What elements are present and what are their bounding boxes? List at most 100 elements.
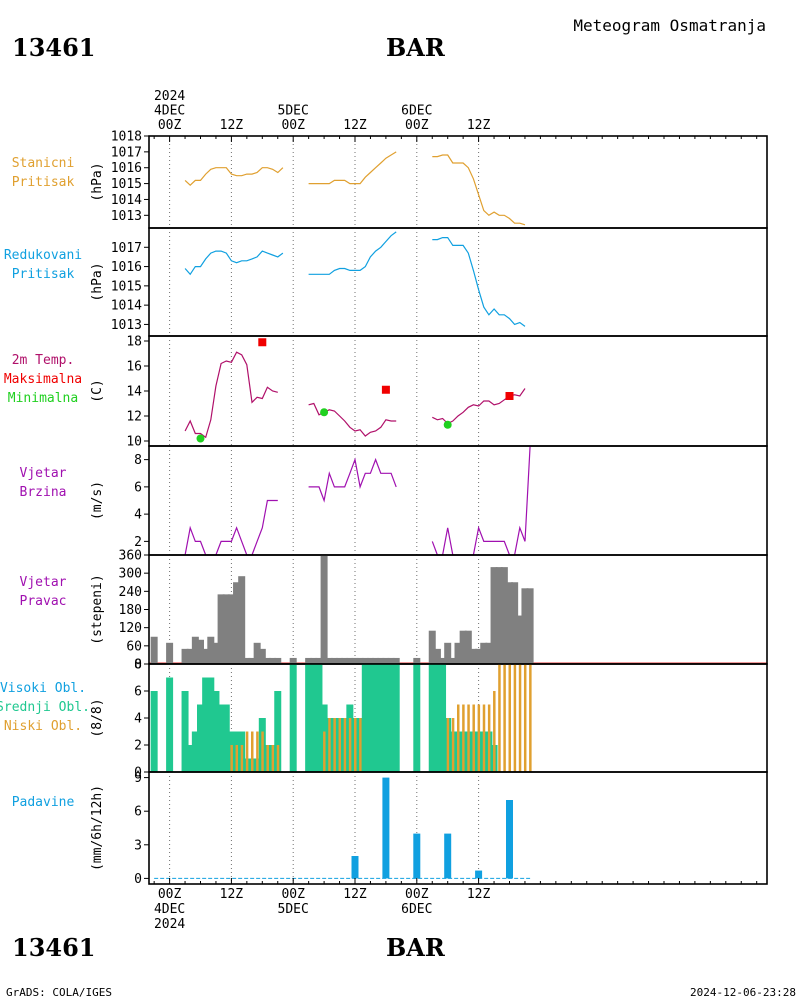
panel-unit-label: (stepeni)	[90, 574, 105, 644]
direction-bar	[320, 555, 328, 664]
cloud-high-bar	[181, 691, 189, 772]
y-tick-label: 1014	[111, 299, 142, 314]
cloud-high-bar	[366, 664, 374, 772]
direction-bar	[459, 630, 467, 664]
cloud-high-bar	[439, 664, 447, 772]
cloud-low-bar	[498, 664, 501, 772]
cloud-low-bar	[508, 664, 511, 772]
cloud-high-bar	[166, 677, 174, 772]
direction-bar	[243, 657, 251, 664]
y-tick-label: 1014	[111, 193, 142, 208]
direction-bar	[521, 588, 529, 664]
cloud-high-bar	[433, 664, 441, 772]
cloud-high-bar	[310, 664, 318, 772]
direction-bar	[366, 657, 374, 664]
cloud-high-bar	[413, 664, 421, 772]
cloud-high-bar	[150, 691, 158, 772]
station-name-top: BAR	[386, 33, 446, 62]
y-tick-label: 1017	[111, 145, 142, 160]
panel-unit-label: (mm/6h/12h)	[90, 785, 105, 871]
direction-bar	[361, 657, 369, 664]
panel-reduced-pressure: 1013 1014 1015 1016 1017 (hPa) Redukovani Priti…	[4, 227, 768, 337]
cloud-low-bar	[518, 664, 522, 772]
cloud-high-bar	[372, 664, 380, 772]
y-tick-label: 0	[134, 658, 142, 673]
cloud-low-bar	[240, 745, 244, 772]
panel-label: Maksimalna	[4, 372, 82, 387]
y-tick-label: 1016	[111, 260, 142, 275]
tmin-marker	[320, 408, 329, 417]
bottom-time-label: 00Z	[405, 887, 429, 902]
reduced_pressure-series-line	[308, 231, 397, 275]
direction-bar	[500, 567, 508, 664]
meteogram-title: Meteogram Osmatranja	[573, 16, 766, 35]
station_pressure-series-line	[432, 154, 526, 226]
direction-bar	[212, 642, 220, 664]
direction-bar	[263, 657, 271, 664]
panel-frame	[148, 335, 768, 447]
panel-label: Stanicni	[12, 156, 75, 171]
cloud-high-bar	[289, 664, 297, 772]
direction-bar	[516, 615, 524, 664]
wind_speed-series-line	[184, 499, 278, 556]
panel-temperature: 10 12 14 16 18 (C) 2m Temp. Maksimalna Minimalna	[4, 335, 768, 450]
direction-bar	[439, 657, 447, 664]
tmax-marker	[258, 338, 267, 347]
cloud-low-bar	[482, 704, 486, 772]
panel-frame	[148, 771, 768, 885]
top-time-label: 00Z	[405, 118, 429, 133]
cloud-high-bar	[207, 677, 215, 772]
bottom-time-label: 00Z	[281, 887, 305, 902]
cloud-low-bar	[251, 731, 254, 772]
cloud-high-bar	[305, 664, 313, 772]
panel-unit-label: (hPa)	[90, 162, 105, 201]
y-tick-label: 1017	[111, 241, 142, 256]
precip-bar	[444, 833, 452, 879]
cloud-low-bar	[446, 718, 450, 772]
y-tick-label: 1015	[111, 279, 142, 294]
panel-frame	[148, 445, 768, 556]
reduced_pressure-series-line	[184, 250, 284, 276]
station_pressure-series-line	[308, 151, 397, 185]
cloud-low-bar	[493, 691, 496, 772]
panel-label: Niski Obl.	[4, 719, 82, 734]
panel-wind-direction: 0 60 120 180 240 300 360 (stepeni) Vjetar Pravac	[20, 549, 768, 673]
direction-bar	[387, 657, 395, 664]
cloud-low-bar	[467, 704, 470, 772]
panel-precipitation: 0 3 6 9 (mm/6h/12h) Padavine	[12, 771, 768, 887]
y-tick-label: 8	[134, 453, 142, 468]
cloud-low-bar	[529, 664, 532, 772]
bottom-time-label: 4DEC	[154, 902, 185, 917]
y-tick-label: 4	[134, 508, 142, 523]
panel-label: 2m Temp.	[12, 353, 75, 368]
cloud-high-bar	[428, 664, 436, 772]
top-time-label: 12Z	[467, 118, 491, 133]
direction-bar	[315, 657, 323, 664]
bottom-time-label: 12Z	[467, 887, 491, 902]
direction-bar	[330, 657, 338, 664]
y-tick-label: 14	[126, 385, 142, 400]
panel-label: Vjetar	[20, 466, 67, 481]
direction-bar	[382, 657, 390, 664]
direction-bar	[336, 657, 344, 664]
y-tick-label: 0	[134, 872, 142, 887]
tmax-marker	[505, 392, 514, 400]
cloud-low-bar	[230, 745, 233, 772]
y-tick-label: 6	[134, 805, 142, 820]
cloud-low-bar	[266, 745, 269, 772]
cloud-high-bar	[315, 664, 323, 772]
cloud-low-bar	[462, 704, 465, 772]
top-time-label: 12Z	[220, 118, 244, 133]
panel-frame	[148, 227, 768, 337]
precip-bar	[413, 833, 421, 879]
cloud-low-bar	[323, 731, 326, 772]
cloud-high-bar	[392, 664, 400, 772]
bottom-time-label: 00Z	[158, 887, 182, 902]
direction-bar	[166, 642, 174, 664]
panel-label: Vjetar	[20, 575, 67, 590]
cloud-low-bar	[245, 731, 249, 772]
wind_speed-series-line	[308, 457, 397, 503]
y-tick-label: 16	[126, 360, 142, 375]
panel-label: Pritisak	[12, 267, 75, 282]
